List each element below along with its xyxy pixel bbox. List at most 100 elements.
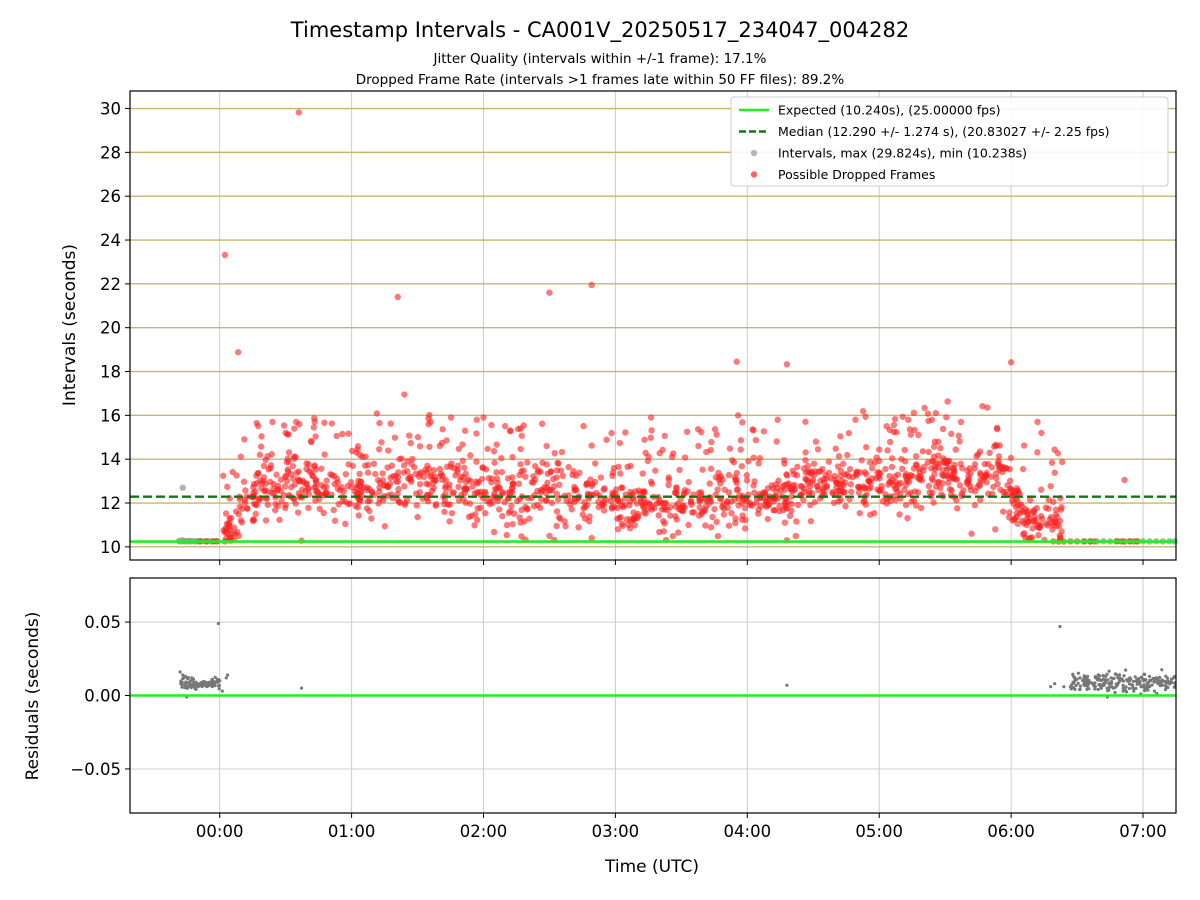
- dropped-frame-point: [622, 429, 629, 436]
- dropped-frame-point: [660, 528, 667, 535]
- dropped-frame-point: [312, 497, 319, 504]
- dropped-frame-point: [581, 503, 589, 511]
- dropped-frame-point: [597, 474, 605, 481]
- dropped-frame-point: [867, 511, 874, 518]
- residual-point: [1121, 679, 1125, 683]
- dropped-frame-point: [253, 419, 260, 427]
- dropped-frame-point: [899, 413, 907, 420]
- dropped-frame-point: [983, 479, 990, 486]
- dropped-frame-point: [542, 497, 550, 504]
- dropped-frame-point: [639, 502, 647, 510]
- dropped-frame-point: [342, 470, 349, 478]
- legend-box: [730, 96, 1169, 187]
- dropped-frame-point: [666, 503, 674, 511]
- residual-point: [1089, 681, 1093, 685]
- residual-point: [213, 675, 217, 679]
- x-tick-label: 00:00: [196, 822, 244, 841]
- dropped-frame-point: [711, 505, 718, 513]
- dropped-frame-point: [720, 511, 728, 518]
- dropped-frame-point: [546, 289, 553, 296]
- dropped-frame-point: [472, 478, 480, 485]
- dropped-frame-point: [747, 500, 754, 507]
- dropped-frame-point: [364, 469, 372, 476]
- dropped-frame-point: [473, 430, 480, 437]
- dropped-frame-point: [401, 391, 408, 398]
- dropped-frame-point: [697, 489, 705, 496]
- dropped-frame-point: [788, 493, 795, 500]
- residual-point: [1093, 687, 1097, 691]
- dropped-frame-point: [996, 464, 1004, 472]
- dropped-frame-point: [262, 517, 270, 524]
- dropped-frame-point: [1007, 454, 1015, 462]
- dropped-frame-point: [1058, 528, 1065, 535]
- dropped-frame-point: [845, 429, 853, 437]
- dropped-frame-point: [268, 490, 275, 497]
- dropped-frame-point: [687, 497, 695, 504]
- dropped-frame-point: [484, 445, 491, 453]
- dropped-frame-point: [521, 518, 528, 525]
- residual-point: [1131, 679, 1136, 683]
- dropped-frame-point: [424, 462, 431, 470]
- dropped-frame-point: [725, 471, 733, 479]
- dropped-frame-point: [385, 447, 392, 454]
- dropped-frame-point: [495, 506, 503, 513]
- dropped-frame-point: [1058, 458, 1066, 466]
- dropped-frame-point: [368, 515, 375, 522]
- dropped-frame-point: [810, 460, 818, 467]
- dropped-frame-point: [802, 449, 809, 456]
- dropped-frame-point: [846, 465, 854, 473]
- residual-point: [1142, 685, 1146, 689]
- dropped-frame-point: [719, 476, 726, 483]
- dropped-frame-point: [498, 468, 506, 476]
- residual-point: [1115, 673, 1119, 677]
- dropped-frame-point: [507, 508, 514, 515]
- dropped-frame-point: [614, 526, 622, 533]
- residual-point: [202, 680, 206, 684]
- dropped-frame-point: [444, 463, 451, 470]
- dropped-frame-point: [608, 498, 615, 505]
- dropped-frame-point: [482, 509, 489, 517]
- dropped-frame-point: [381, 523, 389, 530]
- dropped-frame-point: [430, 484, 437, 492]
- dropped-frame-point: [387, 474, 394, 481]
- dropped-frame-point: [761, 490, 769, 497]
- dropped-frame-point: [853, 472, 860, 479]
- dropped-frame-point: [345, 430, 352, 437]
- dropped-frame-point: [376, 419, 383, 427]
- dropped-frame-point: [257, 477, 264, 484]
- dropped-frame-point: [394, 293, 401, 301]
- dropped-frame-point: [931, 471, 938, 478]
- dropped-frame-point: [1007, 359, 1015, 366]
- dropped-frame-point: [310, 463, 318, 470]
- residuals-panel: −0.05 0.00 0.05 00:00 01:00 02:00 03:00 04:00 05…: [70, 577, 1177, 841]
- dropped-frame-point: [763, 503, 770, 511]
- dropped-frame-point: [252, 488, 259, 495]
- dropped-frame-point: [516, 514, 523, 521]
- residual-point: [183, 683, 188, 687]
- dropped-frame-point: [436, 465, 444, 473]
- dropped-frame-point: [661, 503, 668, 511]
- dropped-frame-point: [368, 488, 376, 495]
- dropped-frame-point: [447, 414, 455, 421]
- dropped-frame-point: [256, 496, 263, 504]
- dropped-frame-point: [886, 472, 893, 480]
- dropped-frame-point: [707, 465, 715, 472]
- dropped-frame-point: [741, 525, 749, 532]
- dropped-frame-point: [904, 514, 911, 522]
- dropped-frame-point: [844, 451, 851, 459]
- dropped-frame-point: [441, 508, 448, 516]
- dropped-frame-point: [473, 458, 480, 465]
- dropped-frame-point: [269, 418, 276, 426]
- dropped-frame-point: [641, 436, 648, 443]
- dropped-frame-point: [514, 425, 522, 433]
- dropped-frame-point: [517, 461, 524, 468]
- dropped-frame-point: [459, 441, 466, 448]
- dropped-frame-point: [885, 481, 892, 488]
- dropped-frame-point: [616, 439, 624, 447]
- dropped-frame-point: [651, 504, 658, 512]
- residual-point: [1082, 682, 1086, 686]
- top-y-tick-label: 26: [100, 187, 121, 206]
- residual-point: [1157, 676, 1161, 680]
- dropped-frame-point: [342, 520, 349, 528]
- dropped-frame-point: [863, 471, 870, 478]
